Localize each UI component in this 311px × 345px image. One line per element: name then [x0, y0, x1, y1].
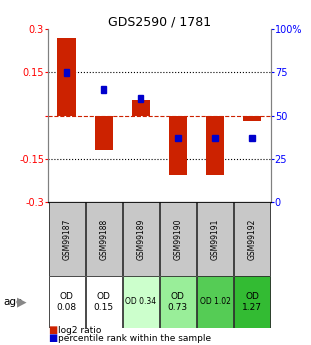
- Bar: [101, 86, 106, 93]
- Text: OD 0.34: OD 0.34: [125, 297, 156, 306]
- Text: GSM99189: GSM99189: [136, 218, 145, 259]
- Text: OD
0.08: OD 0.08: [57, 292, 77, 312]
- Bar: [234, 276, 270, 328]
- Bar: [86, 276, 122, 328]
- Bar: [197, 276, 233, 328]
- Bar: [138, 95, 143, 102]
- Bar: [160, 202, 196, 276]
- Bar: [212, 135, 218, 141]
- Bar: [64, 69, 69, 76]
- Bar: [243, 116, 261, 121]
- Text: GSM99192: GSM99192: [248, 218, 257, 259]
- Bar: [58, 38, 76, 116]
- Text: log2 ratio: log2 ratio: [58, 326, 101, 335]
- Text: age: age: [3, 297, 22, 307]
- Bar: [169, 116, 187, 175]
- Text: ■: ■: [48, 333, 58, 343]
- Text: ■: ■: [48, 325, 58, 335]
- Text: percentile rank within the sample: percentile rank within the sample: [58, 334, 211, 343]
- Title: GDS2590 / 1781: GDS2590 / 1781: [108, 15, 211, 28]
- Text: OD
0.73: OD 0.73: [168, 292, 188, 312]
- Bar: [95, 116, 113, 150]
- Bar: [234, 202, 270, 276]
- Text: GSM99190: GSM99190: [174, 218, 183, 260]
- Bar: [249, 135, 255, 141]
- Bar: [49, 276, 85, 328]
- Text: OD 1.02: OD 1.02: [200, 297, 230, 306]
- Text: GSM99191: GSM99191: [211, 218, 220, 259]
- Bar: [175, 135, 180, 141]
- Text: GSM99188: GSM99188: [99, 218, 108, 259]
- Bar: [49, 202, 85, 276]
- Text: ▶: ▶: [17, 295, 26, 308]
- Bar: [123, 202, 159, 276]
- Bar: [132, 100, 150, 116]
- Text: GSM99187: GSM99187: [62, 218, 71, 259]
- Bar: [160, 276, 196, 328]
- Bar: [206, 116, 224, 175]
- Bar: [86, 202, 122, 276]
- Bar: [197, 202, 233, 276]
- Text: OD
1.27: OD 1.27: [242, 292, 262, 312]
- Text: OD
0.15: OD 0.15: [94, 292, 114, 312]
- Bar: [123, 276, 159, 328]
